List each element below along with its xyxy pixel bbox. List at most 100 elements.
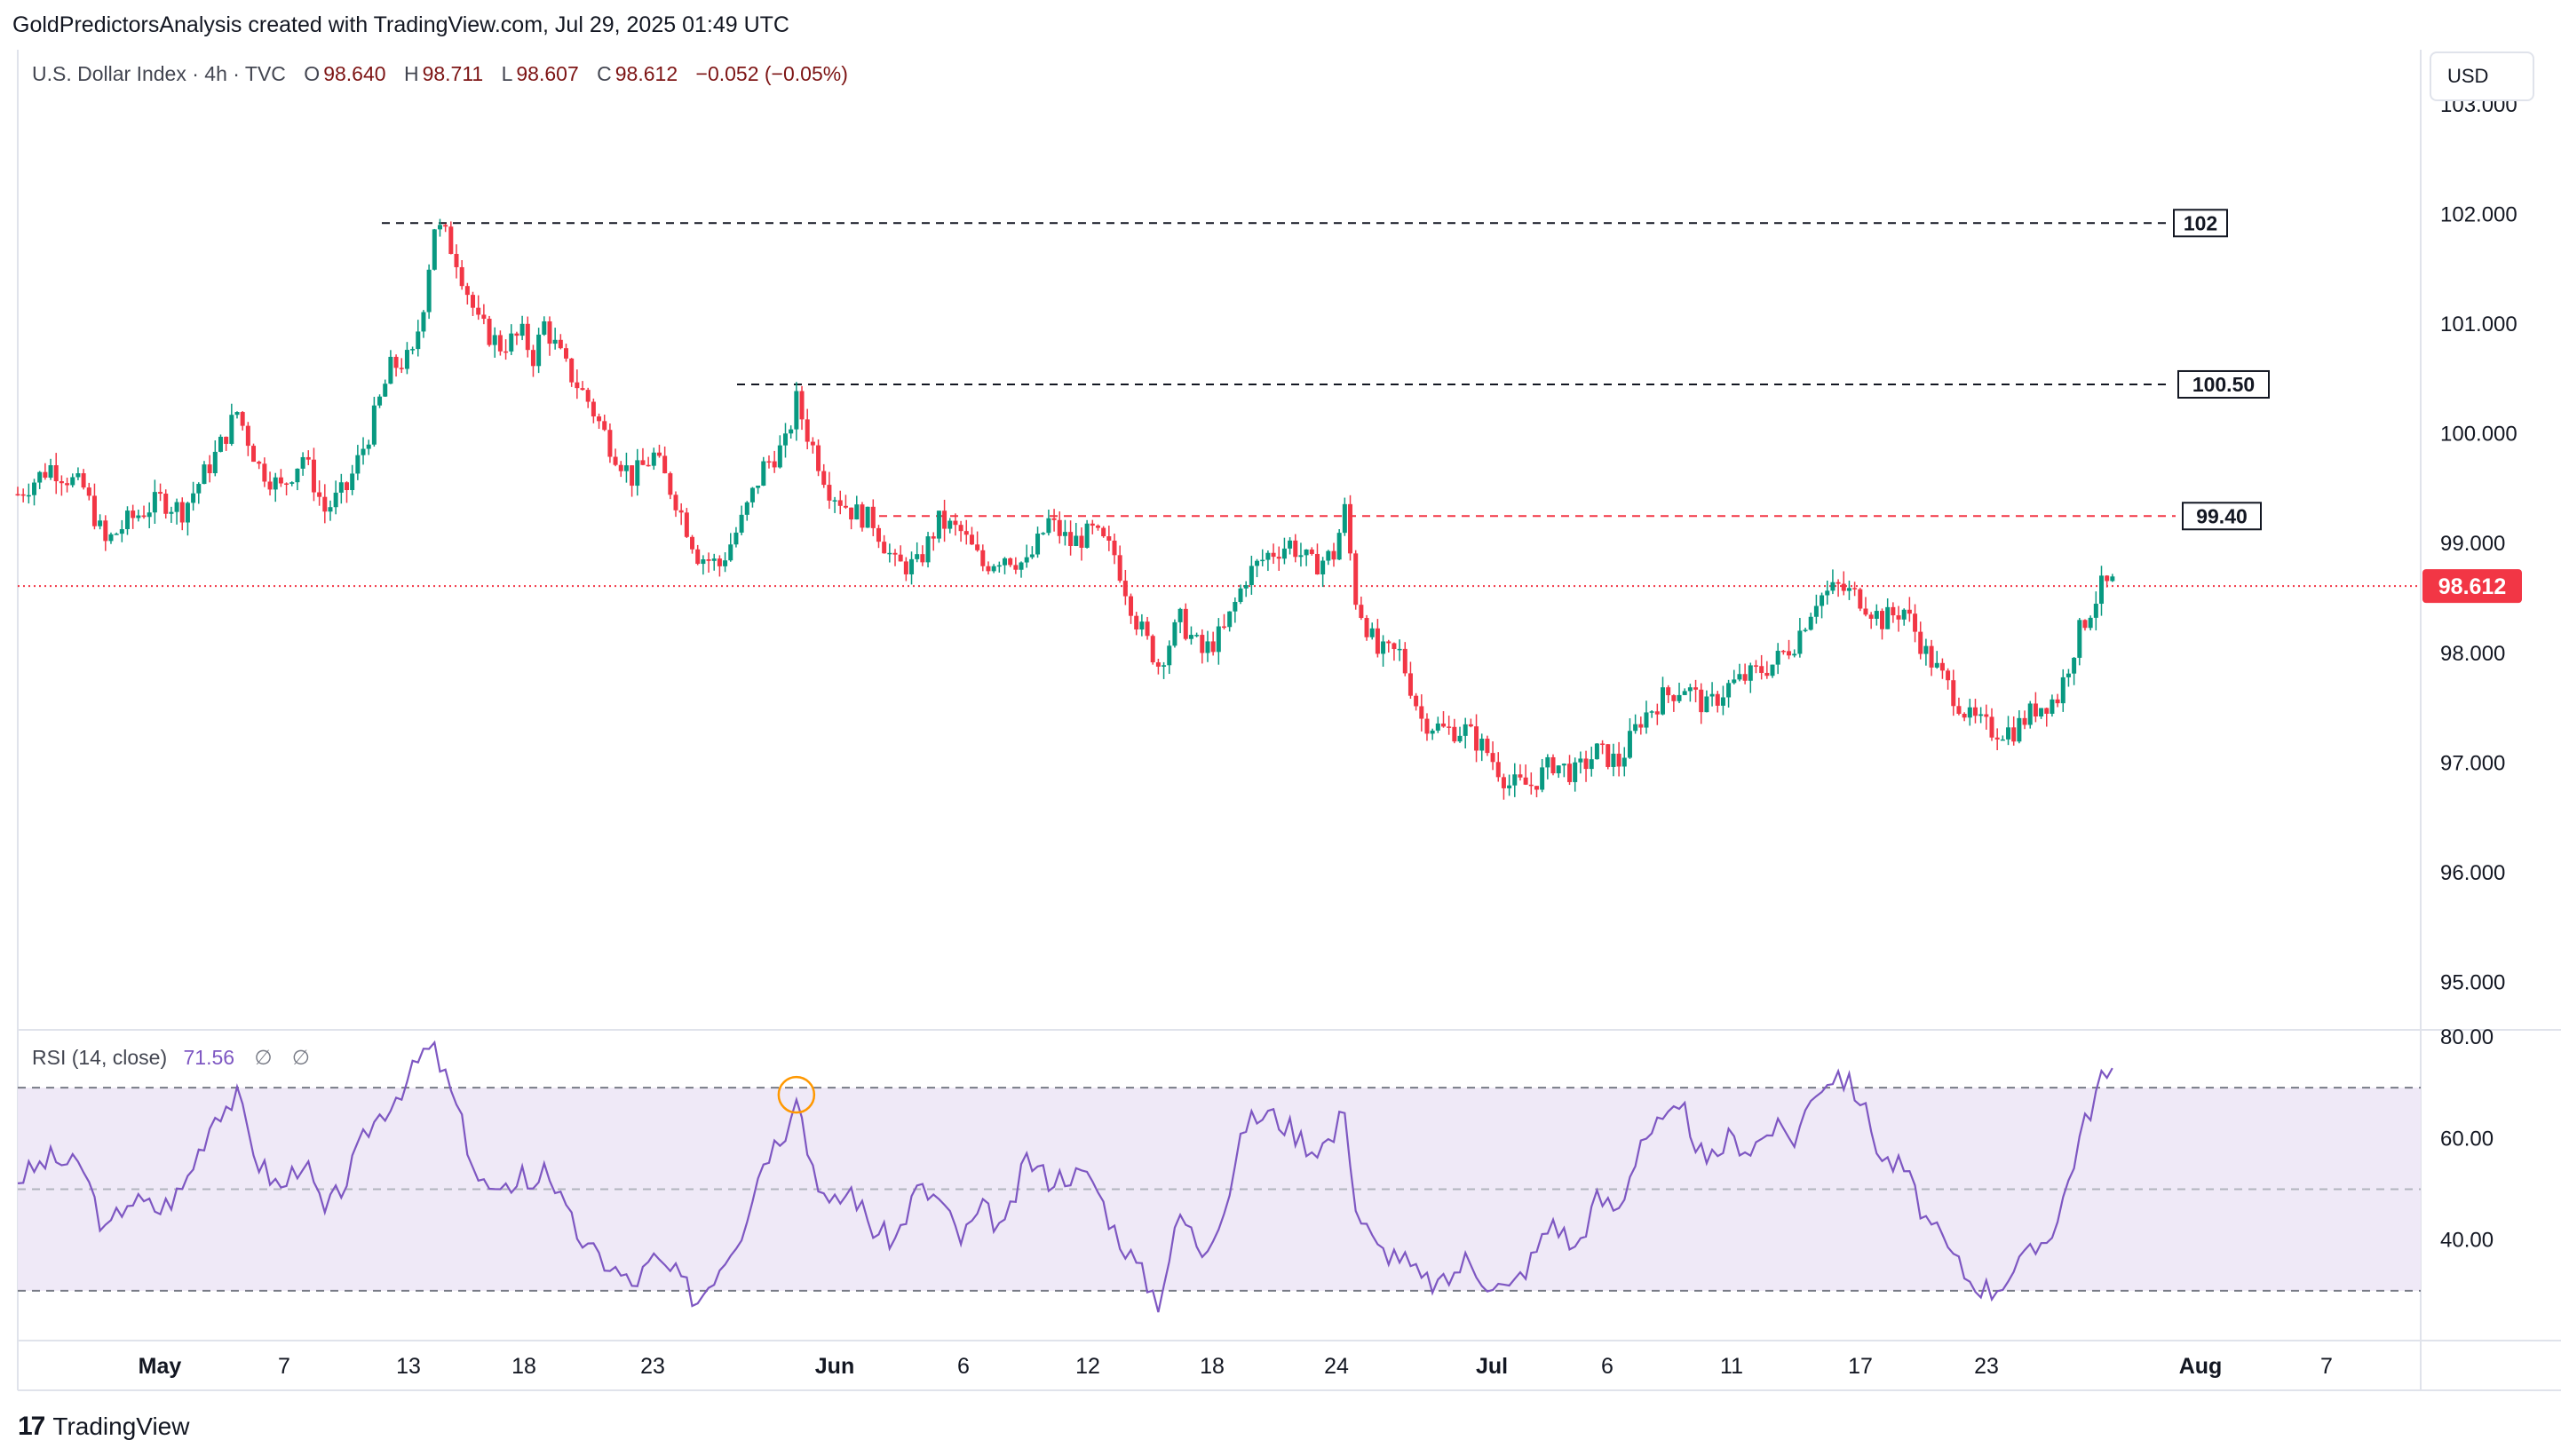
candle-body [915, 554, 920, 559]
low-label: L [501, 62, 513, 85]
candle-body [2050, 699, 2055, 714]
candle-body [1972, 707, 1978, 716]
candle-body [1780, 651, 1786, 653]
candle-body [903, 561, 908, 574]
candle-body [656, 452, 662, 456]
candle-body [892, 552, 898, 555]
price-tick-label: 95.000 [2440, 971, 2505, 995]
candle-body [1523, 777, 1528, 785]
open-label: O [304, 62, 321, 85]
candle-body [1463, 724, 1468, 736]
candle-body [887, 552, 892, 555]
candle-body [635, 460, 640, 487]
candle-body [1167, 645, 1172, 666]
candle-body [1556, 765, 1561, 774]
candle-body [1447, 726, 1452, 728]
level-label-box [2173, 209, 2228, 238]
candle-body [1803, 629, 1808, 631]
candle-body [1079, 535, 1084, 548]
candle-body [777, 445, 782, 468]
candle-body [898, 554, 903, 562]
candle-body [1095, 526, 1100, 528]
candle-body [1787, 651, 1792, 656]
candle-body [459, 266, 464, 287]
candle-body [103, 520, 108, 542]
candle-body [854, 504, 860, 520]
candle-body [1704, 696, 1709, 713]
candle-body [860, 504, 865, 528]
rsi-line [17, 1040, 2113, 1313]
candle-body [322, 496, 328, 512]
level-label-box [2182, 502, 2262, 531]
candle-body [1435, 723, 1440, 731]
candle-body [1414, 695, 1419, 707]
candle-body [1074, 535, 1079, 546]
candle-body [1210, 641, 1216, 653]
candle-body [1430, 730, 1435, 734]
candle-body [454, 253, 459, 267]
candle-body [980, 550, 986, 566]
candle-body [125, 510, 130, 530]
candle-body [953, 520, 958, 526]
candle-body [383, 384, 388, 397]
candle-body [1106, 536, 1112, 541]
candle-body [1276, 557, 1281, 559]
candle-body [393, 356, 399, 368]
candle-body [1326, 550, 1331, 561]
candle-body [783, 433, 788, 446]
open-value: 98.640 [323, 62, 386, 85]
time-tick-label: Jul [1476, 1354, 1508, 1379]
candle-body [1304, 549, 1309, 556]
candle-body [1134, 615, 1139, 630]
candle-body [1770, 664, 1775, 677]
candle-body [2082, 620, 2088, 629]
rsi-name[interactable]: RSI (14, close) [32, 1046, 168, 1069]
candle-body [2093, 604, 2098, 618]
candle-body [75, 473, 81, 478]
candle-body [882, 542, 887, 554]
candle-body [1885, 606, 1891, 629]
close-value: 98.612 [614, 62, 678, 85]
candle-body [147, 512, 152, 518]
time-tick-label: 23 [640, 1354, 665, 1379]
rsi-legend: RSI (14, close) 71.56 ∅ ∅ [32, 1046, 310, 1070]
candle-body [1216, 626, 1221, 653]
candle-body [1342, 503, 1347, 534]
candle-body [65, 483, 70, 486]
candle-body [827, 485, 832, 501]
candle-body [1978, 714, 1984, 716]
symbol-name[interactable]: U.S. Dollar Index · 4h · TVC [32, 62, 286, 85]
last-price-text: 98.612 [2438, 574, 2506, 599]
time-tick-label: 23 [1974, 1354, 1999, 1379]
candle-body [1468, 724, 1473, 727]
candle-body [152, 492, 157, 513]
candle-body [870, 506, 876, 528]
currency-button[interactable]: USD [2430, 51, 2534, 101]
candle-body [1994, 737, 2000, 740]
candle-body [739, 514, 744, 533]
candle-body [98, 520, 103, 526]
candle-body [1775, 651, 1780, 665]
candle-body [284, 483, 289, 485]
candle-body [1962, 714, 1967, 718]
candle-body [542, 320, 547, 335]
candle-body [1336, 533, 1342, 560]
candle-body [865, 506, 870, 528]
candle-body [1611, 753, 1616, 767]
candle-body [333, 492, 338, 508]
candle-body [1567, 764, 1573, 782]
candle-body [136, 515, 141, 518]
candle-body [958, 525, 963, 532]
candle-body [361, 448, 366, 455]
candle-body [1407, 673, 1413, 696]
candle-body [1424, 718, 1430, 734]
candle-body [1249, 566, 1254, 586]
time-tick-label: Aug [2179, 1354, 2223, 1379]
candle-body [1907, 609, 1912, 614]
tradingview-brand[interactable]: 17 TradingView [18, 1412, 189, 1442]
candle-body [1381, 641, 1386, 654]
candle-body [1402, 648, 1407, 674]
candle-body [2099, 575, 2104, 605]
candle-body [158, 492, 163, 495]
